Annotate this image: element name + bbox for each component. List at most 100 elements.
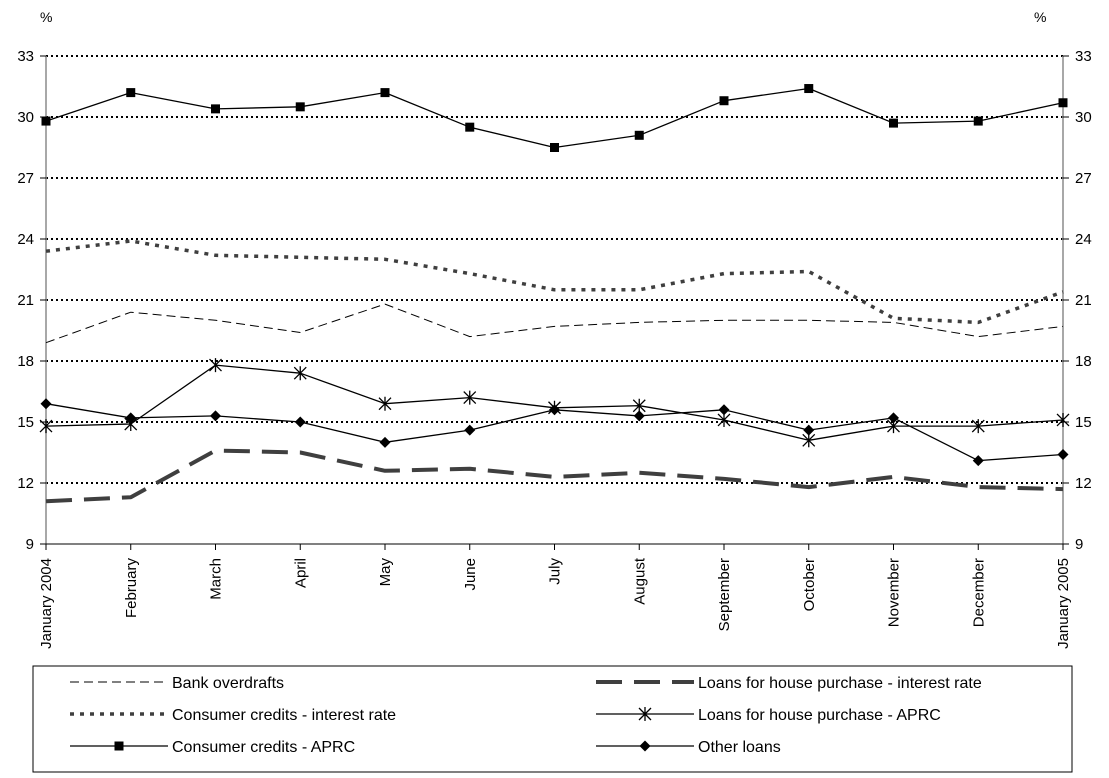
data-point (210, 410, 221, 422)
series-1 (45, 448, 1064, 504)
legend-label: Other loans (698, 739, 781, 756)
series-line (45, 239, 1064, 325)
legend-item: Loans for house purchase - interest rate (596, 675, 982, 692)
data-point (41, 116, 51, 126)
series-group (39, 84, 1070, 504)
legend-marker (639, 740, 651, 752)
data-point (125, 412, 137, 424)
y-tick-label-left: 30 (17, 109, 34, 126)
y-tick-label-left: 27 (17, 170, 34, 187)
y-tick-label-right: 24 (1075, 231, 1092, 248)
x-tick-label: November (886, 558, 903, 627)
data-point (463, 390, 477, 405)
y-axis-right: 9 12 15 18 21 24 27 30 33 (1063, 48, 1092, 553)
data-point (126, 88, 136, 98)
data-point (632, 398, 646, 413)
x-tick-label: June (462, 558, 479, 591)
x-tick-label: February (123, 558, 140, 619)
axes (45, 56, 1064, 545)
data-point (973, 116, 983, 126)
y-tick-label-right: 30 (1075, 109, 1092, 126)
x-tick-label: October (801, 558, 818, 611)
series-2 (45, 239, 1064, 325)
legend: Bank overdrafts Loans for house purchase … (32, 665, 1073, 773)
data-point (634, 130, 644, 140)
data-point (295, 102, 305, 112)
data-point (549, 404, 560, 416)
data-point (1056, 412, 1070, 427)
data-point (971, 419, 985, 434)
data-point (633, 410, 645, 422)
y-tick-label-right: 21 (1075, 292, 1092, 309)
legend-label: Loans for house purchase - interest rate (698, 675, 982, 692)
data-point (293, 366, 307, 381)
data-point (717, 412, 731, 427)
x-tick-label: January 2005 (1055, 558, 1072, 649)
y-tick-label-left: 15 (17, 414, 34, 431)
y-tick-label-left: 21 (17, 292, 34, 309)
data-point (719, 96, 729, 106)
y-tick-label-right: 33 (1075, 48, 1092, 65)
y-tick-label-left: 12 (17, 475, 34, 492)
series-line (45, 87, 1064, 149)
data-point (804, 84, 814, 94)
series-line (45, 303, 1064, 344)
x-tick-label: May (377, 558, 394, 587)
data-point (718, 404, 730, 416)
data-point (972, 455, 984, 467)
data-point (1057, 449, 1069, 461)
legend-label: Loans for house purchase - APRC (698, 707, 941, 724)
x-tick-label: March (208, 558, 225, 600)
legend-label: Consumer credits - APRC (172, 739, 355, 756)
data-point (464, 424, 476, 436)
data-point (378, 396, 392, 411)
series-4 (41, 84, 1068, 152)
unit-label-left: % (40, 9, 52, 25)
legend-item: Loans for house purchase - APRC (596, 707, 941, 724)
y-tick-label-left: 33 (17, 48, 34, 65)
x-tick-label: January 2004 (38, 558, 55, 649)
unit-label-right: % (1034, 9, 1046, 25)
x-tick-label: April (292, 558, 309, 588)
y-tick-label-right: 15 (1075, 414, 1092, 431)
y-tick-label-left: 18 (17, 353, 34, 370)
data-point (380, 88, 390, 98)
legend-item: Consumer credits - interest rate (70, 707, 396, 724)
data-point (465, 122, 475, 132)
data-point (888, 412, 899, 424)
data-point (889, 118, 898, 128)
series-5 (40, 398, 1069, 467)
x-tick-label: August (631, 557, 648, 605)
series-0 (45, 303, 1064, 344)
y-tick-label-right: 12 (1075, 475, 1092, 492)
legend-item: Bank overdrafts (70, 675, 284, 692)
legend-item: Other loans (596, 739, 781, 756)
y-tick-label-right: 18 (1075, 353, 1092, 370)
x-axis: January 2004 February March April May June Jul… (38, 544, 1072, 649)
legend-label: Consumer credits - interest rate (172, 707, 396, 724)
gridlines (46, 55, 1063, 484)
data-point (550, 143, 559, 152)
series-3 (39, 358, 1070, 448)
y-tick-label-left: 24 (17, 231, 34, 248)
legend-box (32, 665, 1073, 773)
legend-item: Consumer credits - APRC (70, 739, 355, 756)
data-point (209, 358, 222, 373)
data-point (379, 436, 391, 448)
data-point (803, 424, 815, 436)
data-point (40, 398, 52, 410)
series-line (45, 448, 1064, 504)
x-tick-label: July (547, 558, 564, 585)
y-axis-left: 9 12 15 18 21 24 27 30 33 (17, 48, 46, 553)
legend-marker (638, 707, 652, 721)
y-tick-label-right: 9 (1075, 536, 1083, 553)
data-point (1058, 98, 1068, 108)
x-tick-label: September (716, 558, 733, 631)
data-point (211, 104, 220, 114)
y-tick-label-left: 9 (26, 536, 34, 553)
legend-marker (114, 741, 124, 751)
data-point (294, 416, 306, 428)
data-point (39, 419, 53, 434)
x-tick-label: December (970, 558, 987, 627)
